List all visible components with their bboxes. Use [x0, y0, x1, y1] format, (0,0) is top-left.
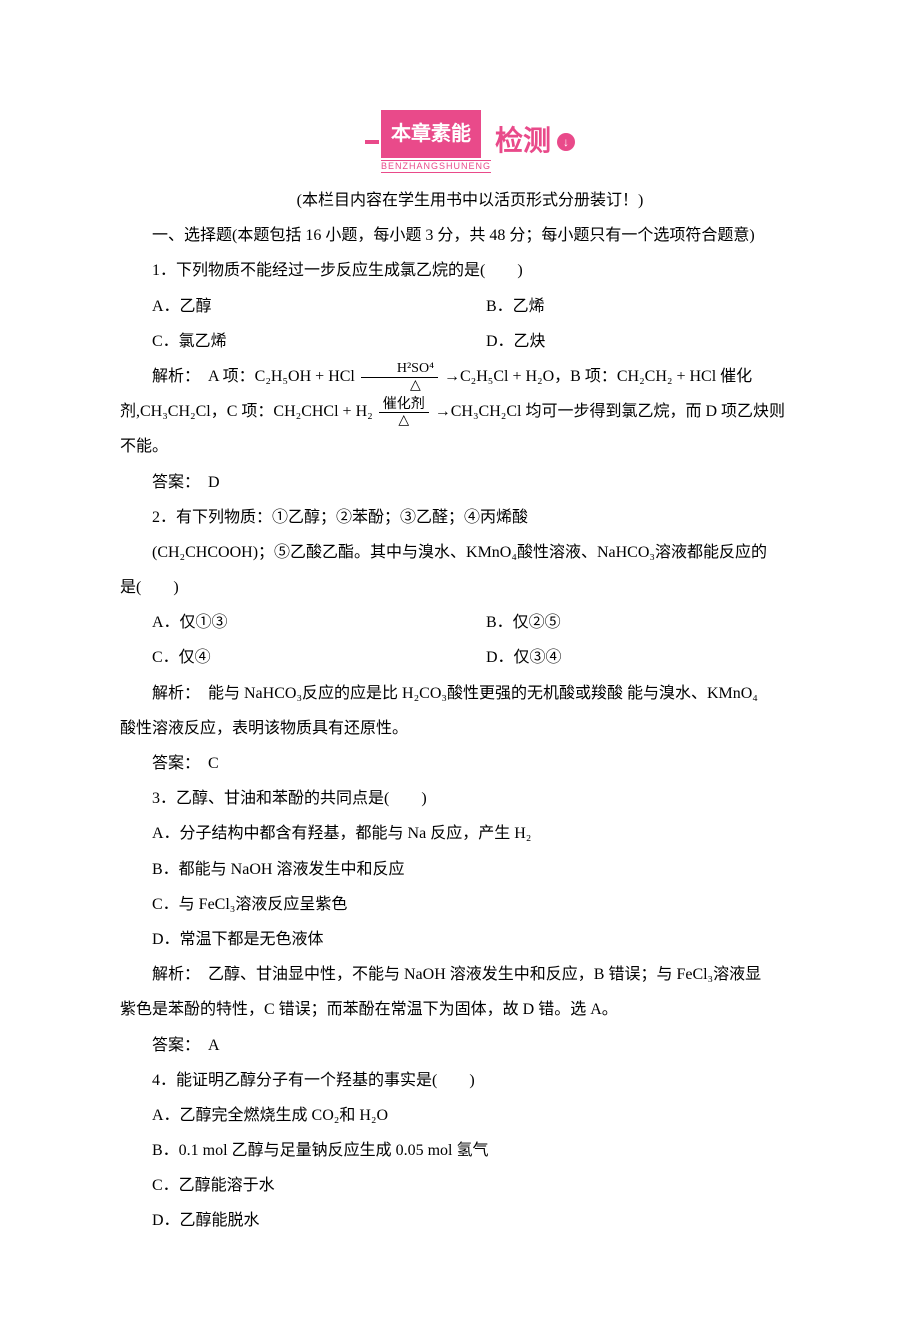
- q2-options-row2: C．仅④ D．仅③④: [120, 640, 820, 675]
- reaction-condition-2: 催化剂 △: [379, 397, 429, 429]
- q3-stem: 3．乙醇、甘油和苯酚的共同点是( ): [120, 781, 820, 816]
- q2-explain: 解析： 能与 NaHCO₃反应的应是比 H₂CO₃酸性更强的无机酸或羧酸 能与溴…: [120, 676, 820, 711]
- q2-options-row1: A．仅①③ B．仅②⑤: [120, 605, 820, 640]
- q2-stem2: (CH₂CHCOOH)；⑤乙酸乙酯。其中与溴水、KMnO₄酸性溶液、NaHCO₃…: [120, 535, 820, 570]
- q1-answer: 答案： D: [120, 465, 820, 500]
- q1-explain-l1: 解析： A 项：C₂H₅OH + HCl H²SO⁴ △ →C₂H₅Cl + H…: [120, 359, 820, 394]
- q3-opt-b: B．都能与 NaOH 溶液发生中和反应: [120, 852, 820, 887]
- q2-answer: 答案： C: [120, 746, 820, 781]
- q2-stem1: 2．有下列物质：①乙醇；②苯酚；③乙醛；④丙烯酸: [120, 500, 820, 535]
- note-line: (本栏目内容在学生用书中以活页形式分册装订！): [120, 183, 820, 218]
- q2-opt-d: D．仅③④: [486, 640, 820, 675]
- q1-explain-pre: 解析： A 项：C₂H₅OH + HCl: [152, 368, 359, 385]
- q2-opt-a: A．仅①③: [152, 605, 486, 640]
- q4-opt-a: A．乙醇完全燃烧生成 CO₂和 H₂O: [120, 1098, 820, 1133]
- q1-opt-d: D．乙炔: [486, 324, 820, 359]
- q3-opt-c: C．与 FeCl₃溶液反应呈紫色: [120, 887, 820, 922]
- banner-title: 本章素能: [381, 110, 481, 158]
- q1-explain-l3: 不能。: [120, 429, 820, 464]
- q2-opt-c: C．仅④: [152, 640, 486, 675]
- q1-options-row1: A．乙醇 B．乙烯: [120, 289, 820, 324]
- q3-explain2: 紫色是苯酚的特性，C 错误；而苯酚在常温下为固体，故 D 错。选 A。: [120, 992, 820, 1027]
- q3-answer: 答案： A: [120, 1028, 820, 1063]
- q2-explain2: 酸性溶液反应，表明该物质具有还原性。: [120, 711, 820, 746]
- chapter-banner: 本章素能 BENZHANGSHUNENG 检测 ↓: [120, 110, 820, 173]
- q1-opt-c: C．氯乙烯: [152, 324, 486, 359]
- q1-opt-a: A．乙醇: [152, 289, 486, 324]
- q2-stem3: 是( ): [120, 570, 820, 605]
- q4-opt-d: D．乙醇能脱水: [120, 1203, 820, 1238]
- q1-explain-l2-post: →CH₃CH₂Cl 均可一步得到氯乙烷，而 D 项乙炔则: [435, 403, 785, 420]
- q3-opt-a: A．分子结构中都含有羟基，都能与 Na 反应，产生 H₂: [120, 816, 820, 851]
- q1-stem: 1．下列物质不能经过一步反应生成氯乙烷的是( ): [120, 253, 820, 288]
- q4-stem: 4．能证明乙醇分子有一个羟基的事实是( ): [120, 1063, 820, 1098]
- q1-explain-l2-pre: 剂,CH₃CH₂Cl，C 项：CH₂CHCl + H₂: [120, 403, 377, 420]
- reaction-condition-1: H²SO⁴ △: [361, 361, 438, 393]
- banner-bar: [365, 140, 379, 144]
- section-heading: 一、选择题(本题包括 16 小题，每小题 3 分，共 48 分；每小题只有一个选…: [120, 218, 820, 253]
- q1-opt-b: B．乙烯: [486, 289, 820, 324]
- banner-right: 检测: [495, 111, 551, 173]
- q1-explain-l2: 剂,CH₃CH₂Cl，C 项：CH₂CHCl + H₂ 催化剂 △ →CH₃CH…: [120, 394, 820, 429]
- q2-opt-b: B．仅②⑤: [486, 605, 820, 640]
- banner-pinyin: BENZHANGSHUNENG: [381, 160, 491, 173]
- q4-opt-c: C．乙醇能溶于水: [120, 1168, 820, 1203]
- down-arrow-icon: ↓: [557, 133, 575, 151]
- q3-explain: 解析： 乙醇、甘油显中性，不能与 NaOH 溶液发生中和反应，B 错误；与 Fe…: [120, 957, 820, 992]
- q3-opt-d: D．常温下都是无色液体: [120, 922, 820, 957]
- q4-opt-b: B．0.1 mol 乙醇与足量钠反应生成 0.05 mol 氢气: [120, 1133, 820, 1168]
- q1-options-row2: C．氯乙烯 D．乙炔: [120, 324, 820, 359]
- q1-explain-mid1: →C₂H₅Cl + H₂O，B 项：CH₂CH₂ + HCl 催化: [444, 368, 752, 385]
